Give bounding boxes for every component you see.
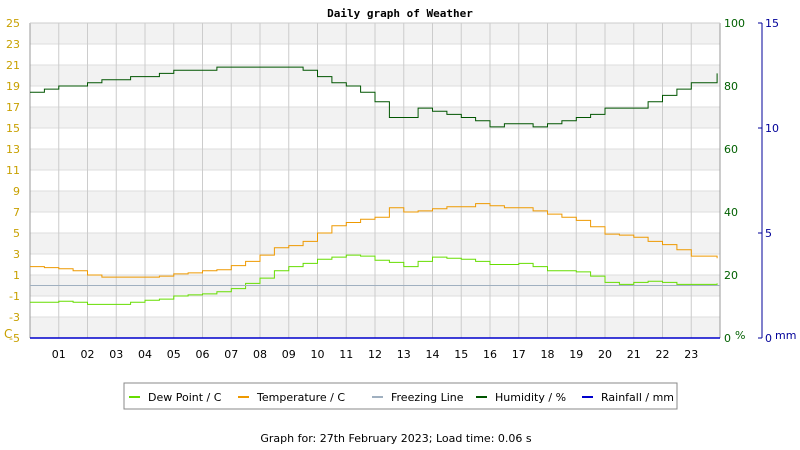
legend-label: Humidity / %	[495, 391, 566, 404]
legend-label: Rainfall / mm	[601, 391, 674, 404]
x-tick-label: 02	[81, 348, 95, 361]
humidity-tick-label: 100	[724, 17, 745, 30]
x-tick-label: 06	[196, 348, 210, 361]
x-tick-label: 09	[282, 348, 296, 361]
left-tick-label: 13	[6, 143, 20, 156]
x-tick-label: 17	[512, 348, 526, 361]
x-axis-ticks: 01 02 03 04 05 06 07 08 09 10 11 12 13 14 15 16 17 18 19 20…	[52, 348, 699, 361]
x-tick-label: 23	[684, 348, 698, 361]
left-tick-label: 15	[6, 122, 20, 135]
x-tick-label: 01	[52, 348, 66, 361]
x-tick-label: 21	[627, 348, 641, 361]
rain-axis-ticks: 15 10 5 0	[758, 17, 779, 345]
x-tick-label: 14	[426, 348, 440, 361]
left-tick-label: 17	[6, 101, 20, 114]
humidity-tick-label: 0	[724, 332, 731, 345]
left-tick-label: -5	[9, 332, 20, 345]
left-tick-label: 5	[13, 227, 20, 240]
left-tick-label: 23	[6, 38, 20, 51]
left-tick-label: 11	[6, 164, 20, 177]
left-tick-label: 3	[13, 248, 20, 261]
left-tick-label: 9	[13, 185, 20, 198]
left-axis-unit: C	[4, 327, 12, 341]
left-tick-label: 25	[6, 17, 20, 30]
left-tick-label: 21	[6, 59, 20, 72]
left-tick-label: 19	[6, 80, 20, 93]
x-tick-label: 22	[656, 348, 670, 361]
x-tick-label: 05	[167, 348, 181, 361]
series-line-dew-point-c	[30, 254, 718, 305]
x-tick-label: 19	[569, 348, 583, 361]
series-lines	[30, 66, 720, 339]
left-tick-label: 7	[13, 206, 20, 219]
x-tick-label: 20	[598, 348, 612, 361]
legend-label: Temperature / C	[256, 391, 345, 404]
x-tick-label: 18	[541, 348, 555, 361]
x-tick-label: 04	[138, 348, 152, 361]
humidity-tick-label: 40	[724, 206, 738, 219]
x-tick-label: 12	[368, 348, 382, 361]
legend-box	[123, 382, 678, 410]
x-tick-label: 07	[224, 348, 238, 361]
left-axis-ticks: 25 23 21 19 17 15 13 11 9 7 5 3 1 -1 -3 -5	[6, 17, 20, 345]
left-tick-label: -3	[9, 311, 20, 324]
rain-tick-label: 5	[765, 227, 772, 240]
humidity-tick-label: 20	[724, 269, 738, 282]
humidity-axis-unit: %	[735, 329, 745, 342]
humidity-tick-label: 80	[724, 80, 738, 93]
rain-tick-label: 15	[765, 17, 779, 30]
legend-label: Dew Point / C	[148, 391, 222, 404]
rain-tick-label: 10	[765, 122, 779, 135]
legend-label: Freezing Line	[391, 391, 464, 404]
x-tick-label: 08	[253, 348, 267, 361]
x-tick-label: 15	[454, 348, 468, 361]
x-tick-label: 10	[311, 348, 325, 361]
humidity-axis-ticks: 100 80 60 40 20 0	[724, 17, 745, 345]
x-tick-label: 16	[483, 348, 497, 361]
series-line-temperature-c	[30, 203, 718, 278]
x-tick-label: 11	[339, 348, 353, 361]
rain-axis-unit: mm	[775, 329, 796, 342]
left-tick-label: 1	[13, 269, 20, 282]
humidity-tick-label: 60	[724, 143, 738, 156]
x-tick-label: 13	[397, 348, 411, 361]
rain-tick-label: 0	[765, 332, 772, 345]
left-tick-label: -1	[9, 290, 20, 303]
series-line-humidity	[30, 66, 718, 128]
x-tick-label: 03	[109, 348, 123, 361]
footer-text: Graph for: 27th February 2023; Load time…	[260, 432, 532, 445]
legend: Dew Point / C Temperature / C Freezing Lin…	[123, 382, 678, 410]
chart-title: Daily graph of Weather	[327, 7, 473, 20]
